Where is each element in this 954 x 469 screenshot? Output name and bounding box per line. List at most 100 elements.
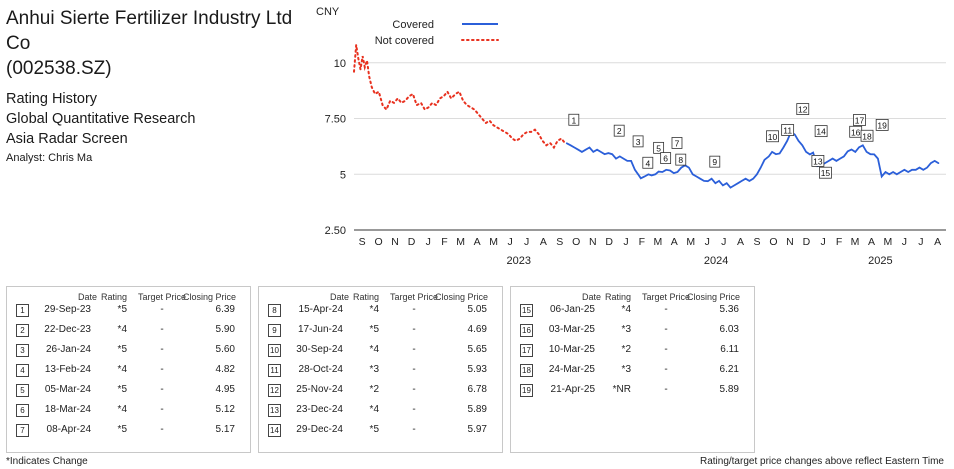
row-closing-price: 5.12 [215,404,235,415]
row-number-box: 14 [268,424,281,437]
row-closing-price: 5.90 [215,324,235,335]
row-number-box: 1 [16,304,29,317]
row-closing-price: 5.97 [467,424,487,435]
row-target-price: - [160,384,164,395]
x-tick-label: J [705,236,710,248]
row-date: 03-Mar-25 [548,324,595,335]
row-date: 10-Mar-25 [548,344,595,355]
x-tick-label: A [868,236,875,248]
x-tick-label: A [934,236,941,248]
y-tick-label: 7.50 [325,114,346,126]
x-tick-label: O [374,236,382,248]
row-date: 28-Oct-24 [298,364,343,375]
row-rating: *5 [117,304,127,315]
x-tick-label: J [918,236,923,248]
row-rating: *5 [117,344,127,355]
x-tick-label: A [671,236,678,248]
legend-label-covered: Covered [392,19,434,31]
row-number-box: 12 [268,384,281,397]
analyst-name: Analyst: Chris Ma [6,152,93,164]
row-closing-price: 5.65 [467,344,487,355]
x-tick-label: F [836,236,842,248]
x-tick-label: N [786,236,794,248]
rating-marker-label: 1 [571,115,576,125]
x-tick-label: J [524,236,529,248]
row-number-box: 5 [16,384,29,397]
row-target-price: - [160,304,164,315]
x-tick-label: M [456,236,465,248]
y-tick-label: 2.50 [325,225,346,237]
series-not-covered [353,44,567,150]
row-rating: *4 [117,324,127,335]
screen-name: Asia Radar Screen [6,131,128,147]
rating-marker-label: 2 [617,126,622,136]
row-closing-price: 5.17 [215,424,235,435]
x-tick-label: N [391,236,399,248]
row-rating: *5 [369,324,379,335]
x-tick-label: J [820,236,825,248]
table-row: 4 13-Feb-24 *4 - 4.82 [7,361,250,379]
rating-marker-box [875,119,889,131]
header-closing-price: Closing Price [687,292,741,302]
rating-marker-label: 16 [851,127,861,137]
row-closing-price: 5.93 [467,364,487,375]
header-date: Date [581,292,601,302]
row-closing-price: 6.03 [719,324,739,335]
row-closing-price: 6.39 [215,304,235,315]
rating-marker-box [675,153,687,166]
rating-marker-label: 19 [877,120,887,130]
row-date: 29-Dec-24 [296,424,343,435]
row-rating: *5 [369,424,379,435]
rating-marker-label: 10 [768,132,778,142]
row-rating: *4 [117,404,127,415]
row-number-box: 10 [268,344,281,357]
row-rating: *5 [117,384,127,395]
legend-label-not-covered: Not covered [375,35,434,47]
year-label: 2025 [868,255,892,267]
y-axis-unit: CNY [316,6,340,18]
row-target-price: - [412,424,416,435]
row-target-price: - [412,404,416,415]
rating-marker-box [814,125,828,138]
rating-marker-box [766,130,779,143]
row-target-price: - [412,324,416,335]
row-number-box: 16 [520,324,533,337]
row-target-price: - [160,324,164,335]
x-tick-label: J [902,236,907,248]
table-row: 2 22-Dec-23 *4 - 5.90 [7,321,250,339]
table-row: 5 05-Mar-24 *5 - 4.95 [7,381,250,399]
row-closing-price: 5.36 [719,304,739,315]
row-date: 21-Apr-25 [550,384,595,395]
row-target-price: - [664,364,668,375]
rating-marker-box [819,166,832,179]
row-closing-price: 6.78 [467,384,487,395]
table-row: 1 29-Sep-23 *5 - 6.39 [7,301,250,319]
row-date: 13-Feb-24 [44,364,91,375]
header-target-price: Target Price [389,292,439,302]
x-tick-label: M [884,236,893,248]
header-target-price: Target Price [641,292,691,302]
row-closing-price: 5.89 [467,404,487,415]
rating-table-1: Date Rating Target Price Closing Price 1 29-S… [6,286,251,453]
table-row: 16 03-Mar-25 *3 - 6.03 [511,321,754,339]
x-tick-label: M [489,236,498,248]
row-number-box: 17 [520,344,533,357]
rating-table-3: Date Rating Target Price Closing Price 15 06-… [510,286,755,453]
rating-marker-box [660,152,672,164]
row-closing-price: 4.95 [215,384,235,395]
year-label: 2024 [704,255,728,267]
rating-marker-box [781,124,795,136]
y-tick-label: 5 [340,169,346,181]
row-date: 08-Apr-24 [46,424,91,435]
row-number-box: 15 [520,304,533,317]
row-number-box: 18 [520,364,533,377]
rating-marker-box [796,103,810,115]
row-target-price: - [412,344,416,355]
header-rating: Rating [353,292,380,302]
x-tick-label: F [441,236,447,248]
row-closing-price: 4.69 [467,324,487,335]
row-number-box: 13 [268,404,281,417]
rating-table-2: Date Rating Target Price Closing Price 8 15-A… [258,286,503,453]
table-row: 13 23-Dec-24 *4 - 5.89 [259,401,502,419]
